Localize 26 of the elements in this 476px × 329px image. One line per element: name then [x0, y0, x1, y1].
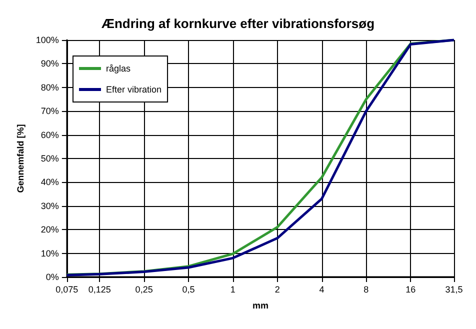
y-tick-label: 50%: [40, 154, 59, 164]
x-tick-label: 8: [364, 284, 369, 294]
y-tick-label: 30%: [40, 200, 59, 211]
y-tick-label: 100%: [36, 35, 59, 45]
y-axis-title: Gennemfald [%]: [16, 124, 26, 193]
legend-label: råglas: [106, 64, 132, 74]
x-axis-title: mm: [252, 300, 268, 310]
y-tick-label: 80%: [40, 82, 59, 92]
x-tick-label: 0,25: [135, 284, 153, 294]
chart-title: Ændring af kornkurve efter vibrationsforsøg: [101, 16, 375, 31]
y-tick-label: 0%: [46, 272, 59, 282]
x-tick-label: 16: [406, 284, 416, 294]
y-tick-label: 20%: [40, 224, 59, 235]
x-tick-label: 31,5: [445, 284, 463, 294]
y-tick-label: 60%: [40, 130, 59, 140]
y-tick-label: 70%: [40, 106, 59, 116]
x-tick-label: 0,125: [88, 284, 111, 294]
x-tick-label: 0,075: [56, 284, 78, 294]
y-tick-label: 90%: [40, 58, 59, 69]
x-tick-label: 0,5: [182, 284, 195, 294]
x-tick-label: 1: [230, 284, 236, 294]
x-tick-label: 2: [274, 284, 280, 294]
y-tick-label: 10%: [40, 248, 59, 258]
x-tick-label: 4: [319, 284, 324, 294]
legend-label: Efter vibration: [106, 84, 162, 94]
y-tick-label: 40%: [40, 177, 59, 188]
